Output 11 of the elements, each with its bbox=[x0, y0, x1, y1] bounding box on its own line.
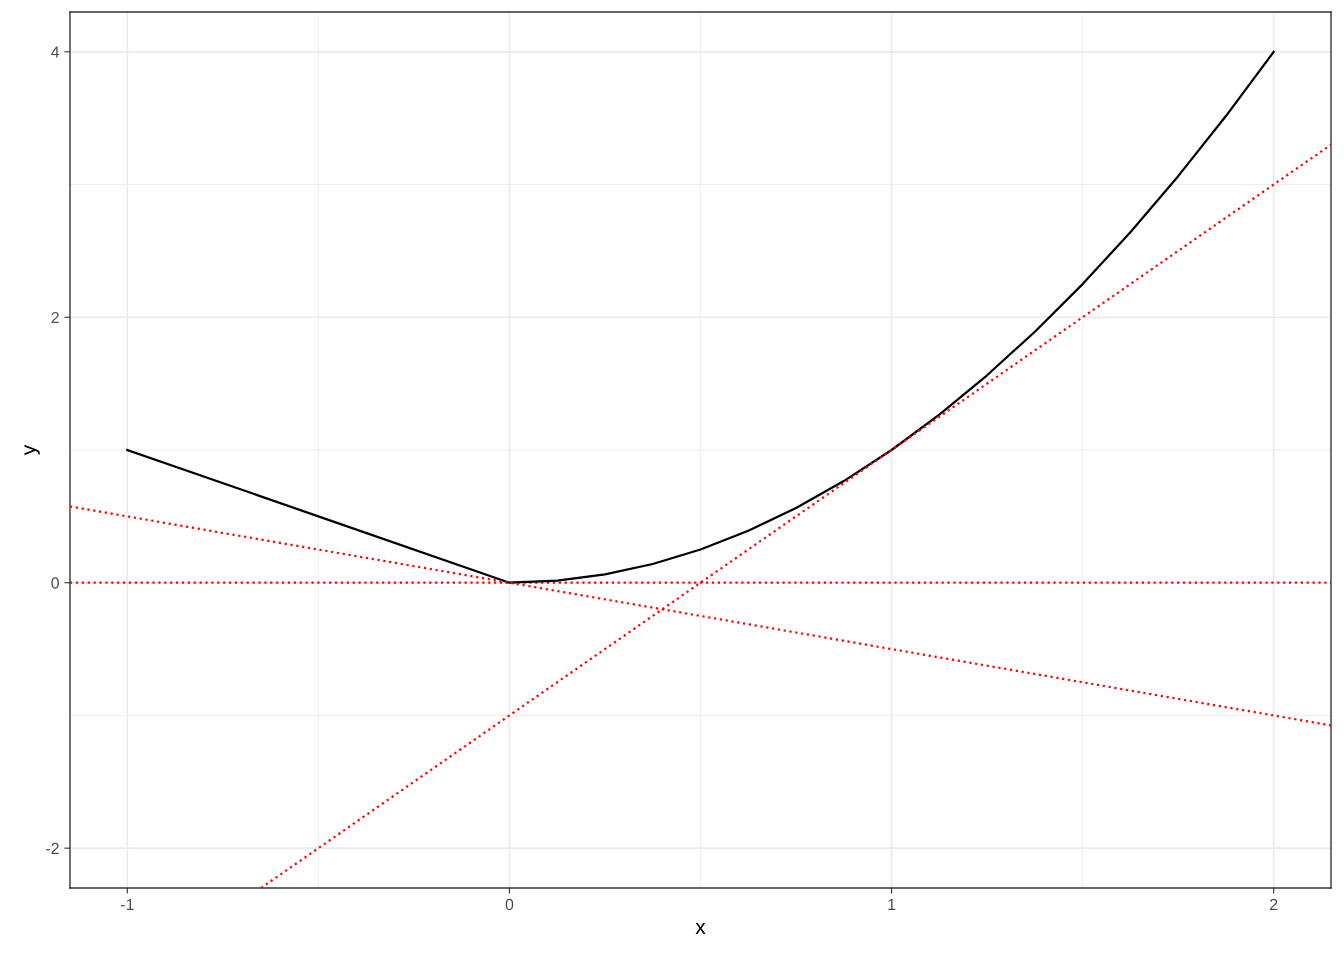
x-tick-label: 2 bbox=[1270, 898, 1278, 910]
y-tick-label: 0 bbox=[51, 577, 59, 589]
x-tick-label: 1 bbox=[888, 899, 896, 910]
x-tick-label: -1 bbox=[120, 899, 134, 910]
x-axis-title: x bbox=[695, 922, 706, 934]
line-series bbox=[126, 50, 1275, 584]
y-tick-label: 4 bbox=[51, 46, 60, 58]
y-axis-title: y bbox=[24, 444, 40, 456]
x-tick-label: 0 bbox=[505, 898, 514, 911]
y-tick-label: -2 bbox=[46, 842, 59, 854]
y-tick-label: 2 bbox=[51, 311, 59, 324]
